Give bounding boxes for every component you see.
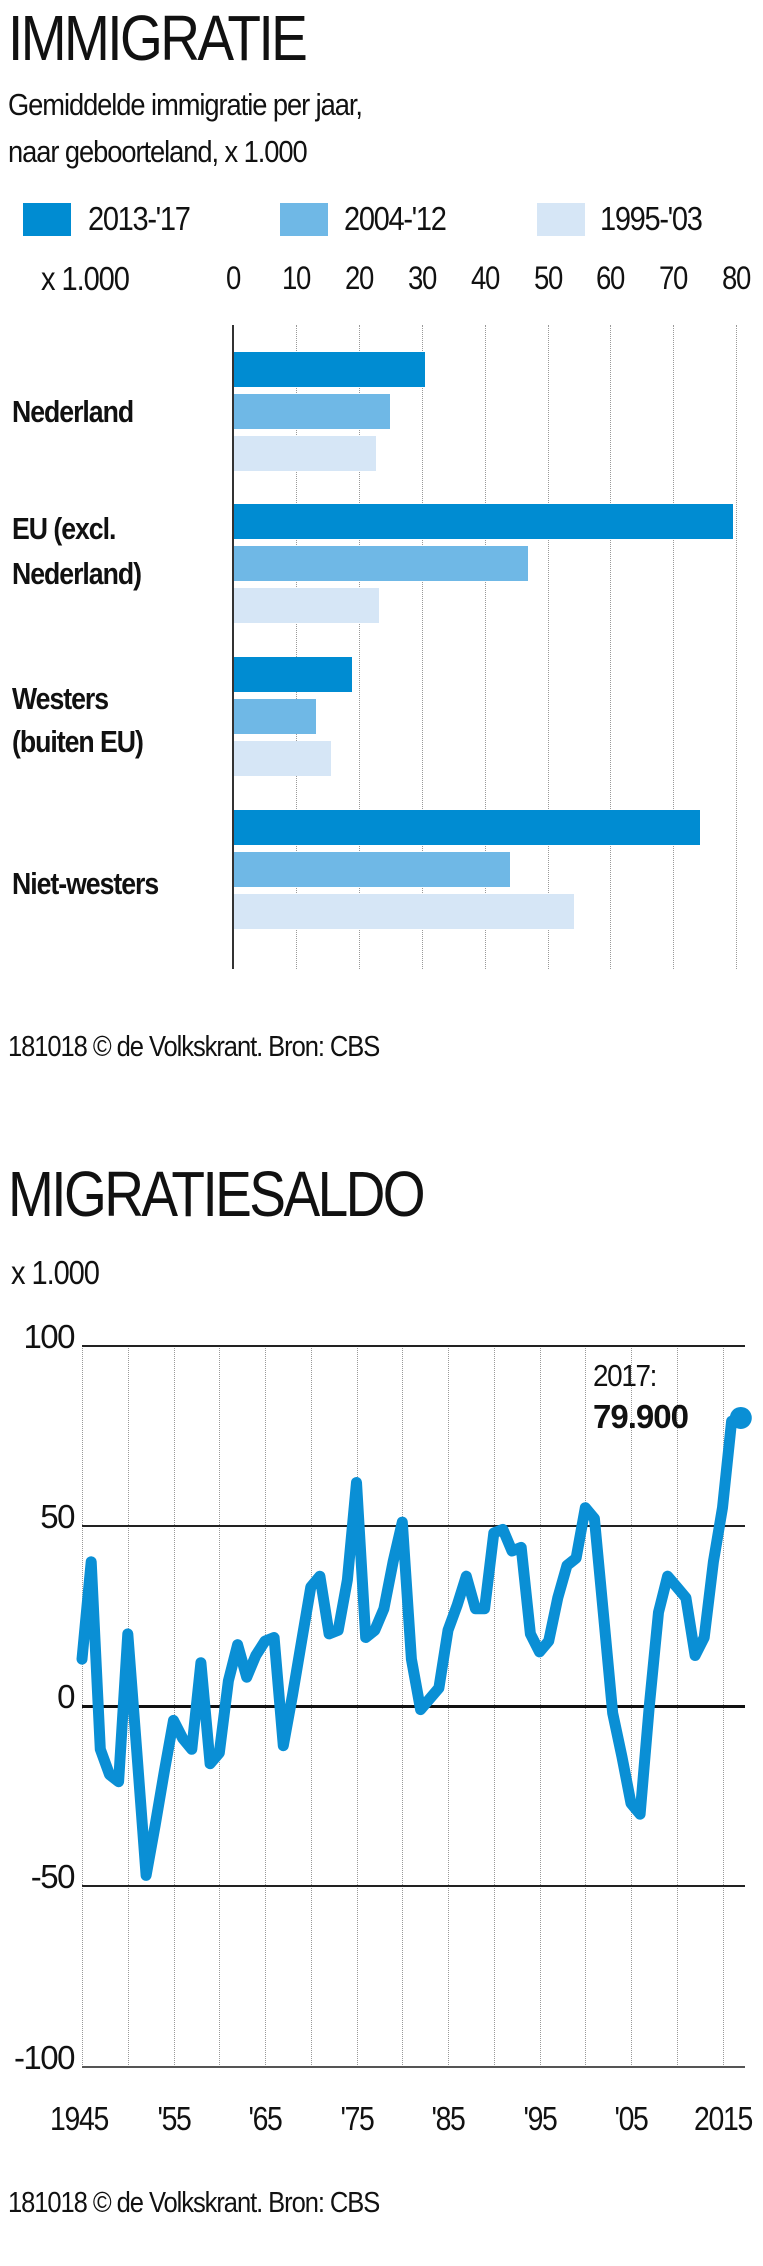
x-tick-label: 1945 [50,2100,109,2137]
bar-gridline [358,325,360,969]
immigratie-subtitle-line2: naar geboorteland, x 1.000 [8,134,308,169]
bar-gridline [547,325,549,969]
bar-2013-17 [234,657,353,692]
y-gridline [82,1524,745,1527]
annotation-year: 2017: [593,1358,657,1393]
migratiesaldo-footer: 181018 © de Volkskrant. Bron: CBS [8,2187,380,2219]
category-label-line1: Westers [12,681,109,716]
bar-gridline [610,325,612,969]
bar-gridline [736,325,738,969]
bar-x-tick-label: 20 [344,260,374,296]
bar-2004-12 [234,699,316,734]
category-label-westers: Westers (buiten EU) [12,681,144,759]
category-label-line2: (buiten EU) [12,724,144,759]
bar-y-axis-line [232,325,234,969]
zero-line [82,1705,745,1708]
bar-2004-12 [234,852,511,887]
category-label-line1: Nederland [12,394,134,429]
annotation-value: 79.900 [593,1398,689,1435]
bar-x-tick-label: 80 [722,260,751,296]
y-tick-label: 100 [23,1317,75,1355]
bar-2004-12 [234,546,529,581]
category-label-line1: EU (excl. [12,511,116,546]
bar-1995-03 [234,741,332,776]
legend-swatch-2013-17 [23,203,71,236]
endpoint-marker [729,1406,752,1429]
category-label-nederland: Nederland [12,394,134,429]
migratiesaldo-unit: x 1.000 [11,1254,100,1291]
x-tick-label: '95 [522,2100,557,2137]
y-gridline [82,2065,745,2068]
legend-label-1995-03: 1995-'03 [600,200,703,237]
y-tick-label: 0 [57,1678,75,1715]
bar-x-tick-label: 0 [225,260,241,296]
immigratie-footer: 181018 © de Volkskrant. Bron: CBS [8,1031,380,1063]
migratiesaldo-line [76,1412,747,1881]
category-label-eu: EU (excl. Nederland) [12,511,142,591]
bar-1995-03 [234,588,380,623]
bar-gridline [673,325,675,969]
x-tick-label: 2015 [693,2100,753,2137]
immigratie-title: IMMIGRATIE [8,2,308,74]
x-tick-label: '85 [431,2100,465,2137]
bar-x-tick-label: 50 [533,260,562,296]
bar-1995-03 [234,894,574,929]
legend-label-2004-12: 2004-'12 [344,200,447,237]
category-label-line2: Nederland) [12,556,142,591]
bar-gridline [421,325,423,969]
bar-x-tick-label: 40 [470,260,500,296]
bar-1995-03 [234,436,377,471]
category-label-line1: Niet-westers [12,866,159,901]
bar-x-tick-label: 70 [659,260,688,296]
bar-x-tick-label: 10 [281,260,311,296]
y-tick-label: -50 [30,1858,76,1896]
bar-x-tick-label: 60 [596,260,625,296]
x-tick-label: '75 [339,2100,374,2137]
legend-swatch-2004-12 [280,203,328,236]
y-tick-label: -100 [13,2038,76,2076]
bar-gridline [484,325,486,969]
immigratie-subtitle-line1: Gemiddelde immigratie per jaar, [8,87,363,122]
x-tick-label: '55 [156,2100,191,2137]
y-gridline [82,1885,745,1888]
bar-axis-unit: x 1.000 [41,260,130,297]
bar-2013-17 [234,504,733,539]
legend-label-2013-17: 2013-'17 [88,200,191,237]
legend-swatch-1995-03 [537,203,585,236]
bar-2004-12 [234,394,390,429]
x-tick-label: '65 [248,2100,282,2137]
category-label-niet-westers: Niet-westers [12,866,159,901]
bar-2013-17 [234,810,701,845]
bar-x-tick-label: 30 [407,260,437,296]
x-tick-label: '05 [614,2100,648,2137]
migratiesaldo-title: MIGRATIESALDO [8,1158,426,1230]
bar-gridline [295,325,297,969]
bar-2013-17 [234,352,426,387]
y-gridline [82,1344,745,1347]
y-tick-label: 50 [40,1497,75,1535]
